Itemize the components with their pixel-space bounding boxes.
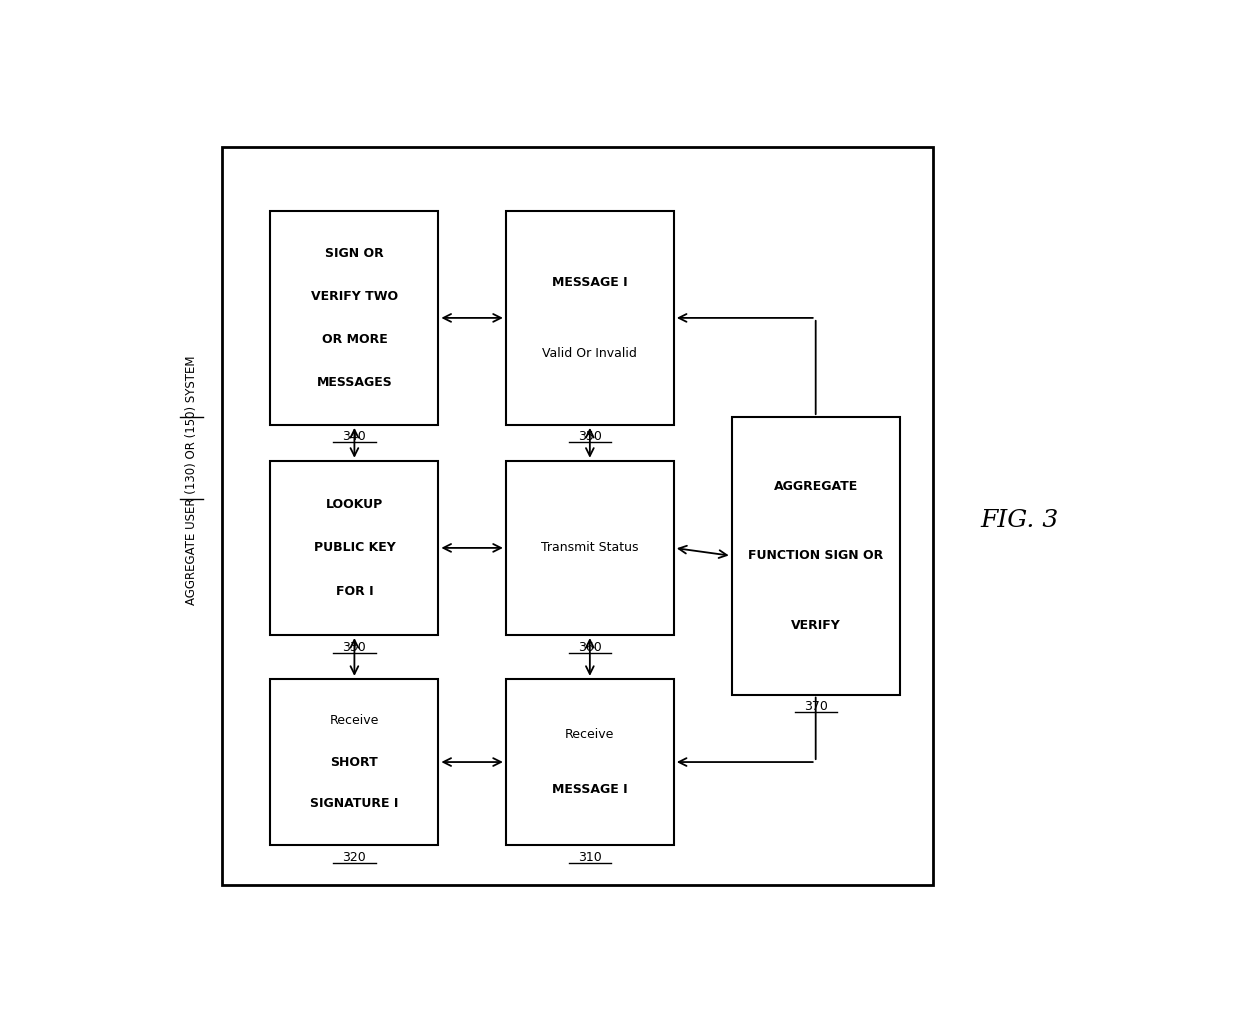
FancyArrowPatch shape (443, 314, 501, 321)
FancyArrowPatch shape (678, 546, 727, 558)
Text: 340: 340 (342, 431, 366, 443)
Bar (222, 147, 934, 885)
Text: MESSAGE I: MESSAGE I (552, 783, 627, 796)
Text: SHORT: SHORT (331, 756, 378, 768)
Bar (732, 417, 900, 694)
Bar (506, 679, 675, 846)
Text: VERIFY TWO: VERIFY TWO (311, 290, 398, 303)
FancyArrowPatch shape (351, 430, 358, 456)
Text: OR MORE: OR MORE (321, 333, 387, 346)
Text: LOOKUP: LOOKUP (326, 497, 383, 511)
Text: SIGNATURE I: SIGNATURE I (310, 797, 398, 811)
Text: MESSAGES: MESSAGES (316, 376, 392, 388)
FancyArrowPatch shape (443, 544, 501, 552)
FancyArrowPatch shape (587, 640, 594, 674)
Bar (506, 460, 675, 636)
FancyArrowPatch shape (443, 758, 501, 766)
Text: 310: 310 (578, 851, 601, 864)
Text: 320: 320 (342, 851, 366, 864)
Text: Valid Or Invalid: Valid Or Invalid (542, 347, 637, 360)
Text: MESSAGE I: MESSAGE I (552, 276, 627, 288)
FancyArrowPatch shape (351, 640, 358, 674)
Text: FUNCTION SIGN OR: FUNCTION SIGN OR (748, 549, 883, 562)
Text: 370: 370 (804, 700, 827, 713)
Text: VERIFY: VERIFY (791, 619, 841, 631)
Text: Receive: Receive (330, 714, 379, 727)
Bar (270, 460, 439, 636)
Text: AGGREGATE: AGGREGATE (774, 480, 858, 493)
Text: SIGN OR: SIGN OR (325, 247, 384, 261)
Text: Transmit Status: Transmit Status (541, 542, 639, 554)
Text: FIG. 3: FIG. 3 (981, 509, 1059, 531)
FancyArrowPatch shape (587, 430, 594, 456)
Text: 350: 350 (578, 431, 601, 443)
Bar (506, 211, 675, 425)
Bar (270, 679, 439, 846)
Text: 330: 330 (342, 641, 366, 654)
Text: AGGREGATE USER (130) OR (150) SYSTEM: AGGREGATE USER (130) OR (150) SYSTEM (185, 355, 198, 606)
Text: Receive: Receive (565, 728, 615, 741)
Text: PUBLIC KEY: PUBLIC KEY (314, 542, 396, 554)
Bar (270, 211, 439, 425)
Text: FOR I: FOR I (336, 585, 373, 598)
Text: 360: 360 (578, 641, 601, 654)
